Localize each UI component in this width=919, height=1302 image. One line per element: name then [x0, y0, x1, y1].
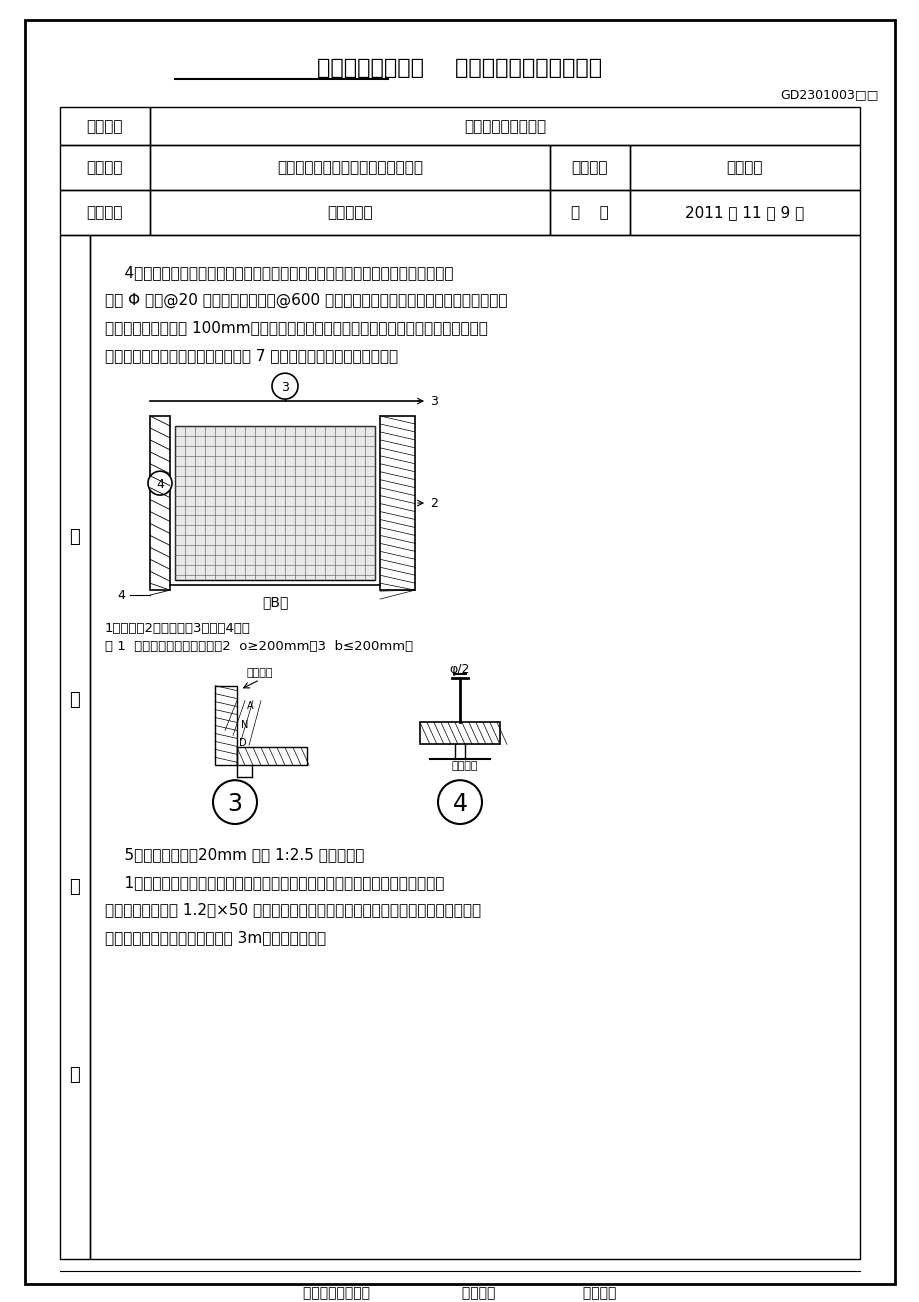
Bar: [150, 190, 550, 234]
Text: 1－砌体；2－加强网；3－梁；4－柱: 1－砌体；2－加强网；3－梁；4－柱: [105, 622, 251, 635]
Text: 灰饼相同。因本工程标准层层高 3m，建议冲立筋。: 灰饼相同。因本工程标准层层高 3m，建议冲立筋。: [105, 931, 325, 945]
Bar: [60, 190, 150, 234]
Circle shape: [213, 780, 256, 824]
Text: 专业技术负责人：                     交底人：                    接收人：: 专业技术负责人： 交底人： 接收人：: [303, 1286, 616, 1299]
Text: 3: 3: [281, 380, 289, 393]
Bar: [60, 234, 90, 1259]
Bar: [550, 190, 630, 234]
Text: 交: 交: [70, 529, 80, 547]
Text: 2011 年 11 月 9 日: 2011 年 11 月 9 日: [685, 204, 804, 220]
Text: 2: 2: [429, 496, 437, 509]
Bar: [630, 190, 859, 234]
Text: 底: 底: [70, 690, 80, 708]
Bar: [380, 415, 414, 590]
Text: 4、为提高外墙的抗裂性能，外墙砌体与砼柱、梁交接处全部采用挂网抹灰，钢网: 4、为提高外墙的抗裂性能，外墙砌体与砼柱、梁交接处全部采用挂网抹灰，钢网: [105, 264, 453, 280]
Text: 内、外墙体: 内、外墙体: [327, 204, 372, 220]
Text: φ/2: φ/2: [449, 663, 470, 676]
Text: 固，搭接长度不小于 100mm；钢网钉牢后方可进行外墙吊垂直线，冲筋打栏工序。采用: 固，搭接长度不小于 100mm；钢网钉牢后方可进行外墙吊垂直线，冲筋打栏工序。采…: [105, 320, 487, 336]
Bar: [237, 747, 307, 766]
Text: 工程名称: 工程名称: [86, 160, 123, 176]
Text: 1）贴灰饼、冲筋：根据控制线在门口、墙角用线坠、方尺、拉通线等放线贴灰: 1）贴灰饼、冲筋：根据控制线在门口、墙角用线坠、方尺、拉通线等放线贴灰: [105, 875, 444, 889]
Text: 施工单位: 施工单位: [86, 118, 123, 134]
Bar: [215, 686, 237, 766]
Bar: [150, 415, 170, 590]
Text: 4: 4: [117, 589, 125, 602]
Text: 日    期: 日 期: [571, 204, 608, 220]
Circle shape: [148, 471, 172, 495]
Text: 3: 3: [227, 792, 243, 816]
Text: 4: 4: [156, 478, 164, 491]
Text: 注 1  本图平以挂钢丝网为例；2  o≥200mm；3  b≤200mm。: 注 1 本图平以挂钢丝网为例；2 o≥200mm；3 b≤200mm。: [105, 639, 413, 652]
Text: 内、外墙装饰工程    分项工程质量技术交底卡: 内、外墙装饰工程 分项工程质量技术交底卡: [317, 57, 602, 78]
Bar: [420, 723, 499, 745]
Bar: [60, 108, 150, 146]
Text: 4: 4: [452, 792, 467, 816]
Bar: [175, 426, 375, 581]
Text: 5、找平层施工（20mm 厚的 1:2.5 水泥砂浆）: 5、找平层施工（20mm 厚的 1:2.5 水泥砂浆）: [105, 846, 364, 862]
Text: D: D: [239, 738, 246, 749]
Bar: [150, 146, 550, 190]
Text: 3: 3: [429, 395, 437, 408]
Text: 中国建筑第八工程局: 中国建筑第八工程局: [463, 118, 546, 134]
Text: 饼。灰饼间距宜为 1.2～×50 的方块。冲筋选用与抹灰层相同的水泥砂浆进行，厚度与: 饼。灰饼间距宜为 1.2～×50 的方块。冲筋选用与抹灰层相同的水泥砂浆进行，厚…: [105, 902, 481, 918]
Text: 内: 内: [70, 878, 80, 896]
Text: A: A: [246, 700, 253, 711]
Circle shape: [272, 374, 298, 398]
Text: GD2301003□□: GD2301003□□: [779, 89, 878, 102]
Text: （B）: （B）: [262, 595, 288, 609]
Text: 珠海水岸华都花园（上沙片区）工程: 珠海水岸华都花园（上沙片区）工程: [277, 160, 423, 176]
Text: 外墙外侧: 外墙外侧: [451, 762, 478, 771]
Bar: [150, 108, 859, 146]
Text: N: N: [241, 720, 248, 730]
Text: 外墙外侧: 外墙外侧: [246, 668, 273, 678]
Bar: [630, 146, 859, 190]
Text: 分部工程: 分部工程: [571, 160, 607, 176]
Bar: [60, 146, 150, 190]
Circle shape: [437, 780, 482, 824]
Text: 打灰墩控制外墙面抹灰，砌体完成后 7 天后进行墙面抹灰。如下图所示: 打灰墩控制外墙面抹灰，砌体完成后 7 天后进行墙面抹灰。如下图所示: [105, 349, 398, 363]
Text: 容: 容: [70, 1066, 80, 1083]
Text: 采用 Φ 孔格@20 型号，钢网用铁钉@600 固定，阴角处不挂。钢网平整不起拱，搭接牢: 采用 Φ 孔格@20 型号，钢网用铁钉@600 固定，阴角处不挂。钢网平整不起拱…: [105, 293, 507, 307]
Text: 装饰工程: 装饰工程: [726, 160, 763, 176]
Bar: [550, 146, 630, 190]
Bar: [90, 234, 859, 1259]
Text: 交底部位: 交底部位: [86, 204, 123, 220]
